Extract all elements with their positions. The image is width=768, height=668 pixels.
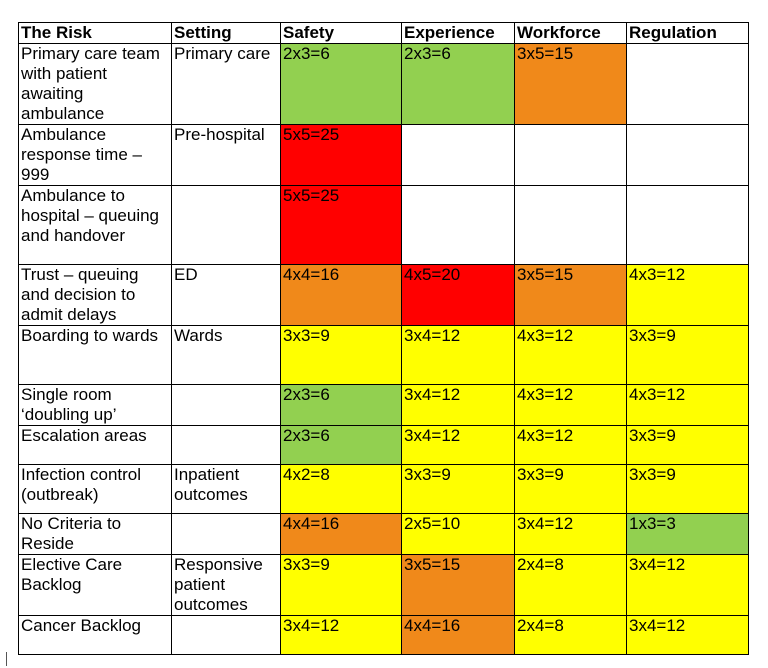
setting-cell: Pre-hospital	[171, 124, 281, 186]
table-row: Primary care team with patient awaiting …	[18, 43, 749, 125]
table-row: Trust – queuing and decision to admit de…	[18, 264, 749, 326]
score-cell: 2x3=6	[280, 43, 402, 125]
score-cell: 4x3=12	[514, 384, 627, 426]
table-row: Escalation areas 2x3=6 3x4=12 4x3=12 3x3=9	[18, 425, 749, 465]
column-header: Experience	[401, 22, 515, 44]
score-cell	[514, 185, 627, 265]
score-cell	[626, 43, 749, 125]
setting-cell	[171, 615, 281, 655]
table-row: Infection control (outbreak) Inpatient ou…	[18, 464, 749, 514]
score-cell: 3x4=12	[401, 425, 515, 465]
score-cell: 2x5=10	[401, 513, 515, 555]
score-cell: 4x5=20	[401, 264, 515, 326]
table-row: No Criteria to Reside 4x4=16 2x5=10 3x4=12 1…	[18, 513, 749, 555]
table-row: Boarding to wards Wards 3x3=9 3x4=12 4x3=12 3…	[18, 325, 749, 385]
score-cell: 3x4=12	[514, 513, 627, 555]
score-cell: 3x5=15	[514, 264, 627, 326]
risk-cell: Cancer Backlog	[18, 615, 172, 655]
score-cell: 4x3=12	[514, 425, 627, 465]
setting-cell	[171, 185, 281, 265]
header-row: The Risk Setting Safety Experience Workforce…	[18, 22, 749, 44]
score-cell: 4x3=12	[626, 264, 749, 326]
risk-cell: Elective Care Backlog	[18, 554, 172, 616]
score-cell	[626, 124, 749, 186]
score-cell: 3x3=9	[401, 464, 515, 514]
score-cell: 3x3=9	[514, 464, 627, 514]
score-cell: 5x5=25	[280, 124, 402, 186]
score-cell: 1x3=3	[626, 513, 749, 555]
score-cell: 2x3=6	[280, 384, 402, 426]
risk-cell: Trust – queuing and decision to admit de…	[18, 264, 172, 326]
risk-cell: Ambulance to hospital – queuing and hand…	[18, 185, 172, 265]
table-row: Ambulance response time – 999 Pre-hospita…	[18, 124, 749, 186]
risk-cell: Single room ‘doubling up’	[18, 384, 172, 426]
score-cell: 3x3=9	[280, 554, 402, 616]
score-cell: 2x4=8	[514, 554, 627, 616]
score-cell: 3x3=9	[626, 464, 749, 514]
score-cell: 3x5=15	[514, 43, 627, 125]
score-cell: 4x4=16	[401, 615, 515, 655]
score-cell: 3x5=15	[401, 554, 515, 616]
column-header: Setting	[171, 22, 281, 44]
score-cell: 2x3=6	[280, 425, 402, 465]
score-cell: 3x4=12	[626, 615, 749, 655]
score-cell: 3x3=9	[626, 325, 749, 385]
page-edge-mark	[6, 652, 7, 666]
table-row: Cancer Backlog 3x4=12 4x4=16 2x4=8 3x4=12	[18, 615, 749, 655]
setting-cell: Wards	[171, 325, 281, 385]
risk-cell: Boarding to wards	[18, 325, 172, 385]
column-header: Safety	[280, 22, 402, 44]
table-row: Elective Care Backlog Responsive patient …	[18, 554, 749, 616]
score-cell: 4x4=16	[280, 264, 402, 326]
score-cell: 3x4=12	[280, 615, 402, 655]
column-header: Regulation	[626, 22, 749, 44]
setting-cell: ED	[171, 264, 281, 326]
score-cell: 4x3=12	[626, 384, 749, 426]
setting-cell	[171, 425, 281, 465]
score-cell: 4x2=8	[280, 464, 402, 514]
table-row: Ambulance to hospital – queuing and hand…	[18, 185, 749, 265]
setting-cell: Inpatient outcomes	[171, 464, 281, 514]
risk-cell: Primary care team with patient awaiting …	[18, 43, 172, 125]
score-cell: 3x3=9	[280, 325, 402, 385]
score-cell: 3x3=9	[626, 425, 749, 465]
setting-cell: Responsive patient outcomes	[171, 554, 281, 616]
table-row: Single room ‘doubling up’ 2x3=6 3x4=12 4x3=…	[18, 384, 749, 426]
score-cell: 3x4=12	[401, 325, 515, 385]
score-cell: 3x4=12	[626, 554, 749, 616]
setting-cell	[171, 384, 281, 426]
column-header: Workforce	[514, 22, 627, 44]
score-cell: 2x3=6	[401, 43, 515, 125]
score-cell: 4x4=16	[280, 513, 402, 555]
score-cell	[401, 185, 515, 265]
column-header: The Risk	[18, 22, 172, 44]
score-cell: 3x4=12	[401, 384, 515, 426]
setting-cell: Primary care	[171, 43, 281, 125]
risk-cell: Escalation areas	[18, 425, 172, 465]
score-cell	[514, 124, 627, 186]
score-cell: 2x4=8	[514, 615, 627, 655]
risk-cell: Ambulance response time – 999	[18, 124, 172, 186]
risk-cell: No Criteria to Reside	[18, 513, 172, 555]
score-cell: 4x3=12	[514, 325, 627, 385]
setting-cell	[171, 513, 281, 555]
risk-table: The Risk Setting Safety Experience Workforce…	[18, 22, 749, 655]
score-cell	[626, 185, 749, 265]
score-cell: 5x5=25	[280, 185, 402, 265]
risk-cell: Infection control (outbreak)	[18, 464, 172, 514]
table-body: Primary care team with patient awaiting …	[18, 43, 749, 655]
score-cell	[401, 124, 515, 186]
table-container: The Risk Setting Safety Experience Workforce…	[18, 22, 749, 655]
